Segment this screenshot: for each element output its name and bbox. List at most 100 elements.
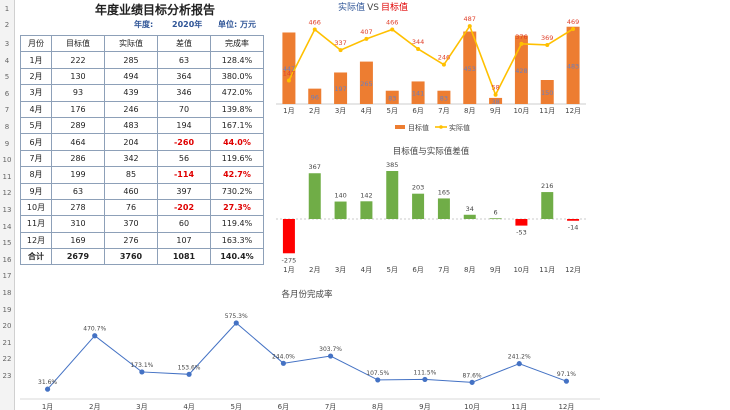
chart3-x-tick: 6月 xyxy=(278,403,289,410)
chart1-x-tick: 7月 xyxy=(438,107,449,115)
chart1-target-bar xyxy=(308,88,322,104)
chart2-diff-bar xyxy=(437,198,450,219)
chart1-x-tick: 6月 xyxy=(412,107,423,115)
chart1-target-label: 150 xyxy=(541,89,553,97)
chart1-actual-point xyxy=(493,92,498,97)
chart1-actual-label: 376 xyxy=(515,33,527,41)
table-cell[interactable]: 1081 xyxy=(157,248,211,266)
chart1-x-tick: 11月 xyxy=(539,107,555,115)
row-number[interactable]: 19 xyxy=(2,305,12,314)
chart1-target-label: 428 xyxy=(515,67,527,75)
chart2-diff-bar xyxy=(386,171,399,219)
chart1-actual-label: 337 xyxy=(334,39,346,47)
row-number[interactable]: 15 xyxy=(2,239,12,248)
row-number[interactable]: 23 xyxy=(2,372,12,380)
row-header-column: 1 2 3 4 5 6 7 8 9 10 11 12 13 14 15 16 17 18 19 20 21 22 23 xyxy=(0,0,15,410)
chart2-diff-label: 34 xyxy=(466,205,474,213)
chart2-x-tick: 3月 xyxy=(335,266,346,274)
table-row: 8月 199 85 -114 42.7% xyxy=(20,166,264,184)
chart2-diff-label: 142 xyxy=(360,191,372,199)
chart1-target-label: 265 xyxy=(360,80,372,88)
chart1-target-bar xyxy=(385,90,399,104)
chart2-x-tick: 6月 xyxy=(412,266,423,274)
row-number[interactable]: 10 xyxy=(2,156,12,165)
chart3-rate-point xyxy=(186,371,192,377)
chart1-actual-point xyxy=(312,27,317,32)
row-number[interactable]: 14 xyxy=(2,222,12,231)
chart2-diff-label: -53 xyxy=(516,229,527,237)
chart1-x-tick: 3月 xyxy=(335,107,346,115)
row-number[interactable]: 12 xyxy=(2,189,12,198)
row-number[interactable]: 17 xyxy=(2,272,12,281)
chart3-x-tick: 4月 xyxy=(183,403,194,410)
chart3-x-tick: 3月 xyxy=(136,403,147,410)
row-number[interactable]: 21 xyxy=(2,338,12,347)
table-cell[interactable]: 140.4% xyxy=(210,248,264,266)
chart3-rate-label: 31.6% xyxy=(38,379,57,386)
row-number[interactable]: 2 xyxy=(4,21,10,29)
chart1-actual-point xyxy=(519,41,524,46)
chart2-diff-label: -275 xyxy=(282,256,297,264)
chart2-diff-bar xyxy=(412,193,425,219)
chart3-rate-point xyxy=(44,386,51,392)
chart1-target-bar xyxy=(437,90,451,104)
chart2-diff-bar xyxy=(334,201,347,219)
chart3-rate-label: 241.2% xyxy=(508,354,531,361)
chart2-diff-label: 165 xyxy=(438,188,450,196)
chart3-rate-point xyxy=(327,353,334,359)
chart3-rate-label: 107.5% xyxy=(366,370,389,377)
chart2-diff-label: 367 xyxy=(309,163,321,171)
chart3-title: 各月份完成率 xyxy=(281,289,333,300)
chart2-diff-bar xyxy=(360,201,373,219)
row-number[interactable]: 11 xyxy=(2,172,12,181)
chart2-diff-bar xyxy=(489,218,502,220)
table-row: 9月 63 460 397 730.2% xyxy=(20,182,264,200)
chart3-rate-point xyxy=(516,361,522,367)
chart1-target-bar xyxy=(566,26,580,104)
unit-label: 单位: 万元 xyxy=(218,20,256,29)
chart2-title: 目标值与实际值差值 xyxy=(393,146,470,157)
row-number[interactable]: 9 xyxy=(4,139,10,148)
chart1-x-tick: 10月 xyxy=(513,107,529,115)
chart1-legend-target-swatch xyxy=(395,125,405,129)
table-row: 11月 310 370 60 119.4% xyxy=(20,215,264,233)
chart1-x-tick: 5月 xyxy=(387,107,398,115)
year-value[interactable]: 2020年 xyxy=(172,20,203,29)
chart1-actual-label: 246 xyxy=(438,54,450,62)
chart3-rate-label: 97.1% xyxy=(557,371,576,378)
chart1-x-tick: 9月 xyxy=(490,107,501,115)
row-number[interactable]: 13 xyxy=(2,206,12,214)
chart1-target-label: 38 xyxy=(491,98,499,106)
row-number[interactable]: 7 xyxy=(4,106,10,115)
chart3-rate-label: 244.0% xyxy=(272,353,295,360)
chart2-x-tick: 1月 xyxy=(283,266,294,274)
chart3-rate-label: 303.7% xyxy=(319,346,342,353)
chart1-legend-actual-marker xyxy=(439,125,443,129)
row-number[interactable]: 4 xyxy=(4,56,10,65)
row-number[interactable]: 5 xyxy=(4,73,10,82)
chart1-target-label: 483 xyxy=(567,62,579,70)
table-header-row: 月份 目标值 实际值 差值 完成率 xyxy=(20,34,264,53)
chart2-x-tick: 5月 xyxy=(387,266,398,274)
chart1-target-bar xyxy=(334,72,348,104)
row-number[interactable]: 18 xyxy=(2,289,12,297)
table-row: 7月 286 342 56 119.6% xyxy=(20,149,264,168)
chart1-actual-label: 344 xyxy=(412,38,424,46)
chart1-x-tick: 2月 xyxy=(309,107,320,115)
row-number[interactable]: 3 xyxy=(4,40,10,48)
chart1-target-bar xyxy=(489,97,503,104)
row-number[interactable]: 1 xyxy=(4,5,10,13)
chart1-legend-target: 目标值 xyxy=(408,123,429,132)
chart1-actual-label: 469 xyxy=(567,18,579,26)
chart1-target-label: 453 xyxy=(464,65,476,73)
row-number[interactable]: 22 xyxy=(2,355,12,364)
chart2-x-tick: 12月 xyxy=(565,266,581,274)
chart2-diff-label: 216 xyxy=(541,182,553,190)
row-number[interactable]: 6 xyxy=(4,89,10,98)
chart1-target-label: 83 xyxy=(388,94,396,102)
chart2-diff-bar xyxy=(463,214,476,219)
chart1-x-tick: 4月 xyxy=(361,107,372,115)
row-number[interactable]: 8 xyxy=(4,123,10,131)
row-number[interactable]: 16 xyxy=(2,255,12,264)
row-number[interactable]: 20 xyxy=(2,322,12,331)
